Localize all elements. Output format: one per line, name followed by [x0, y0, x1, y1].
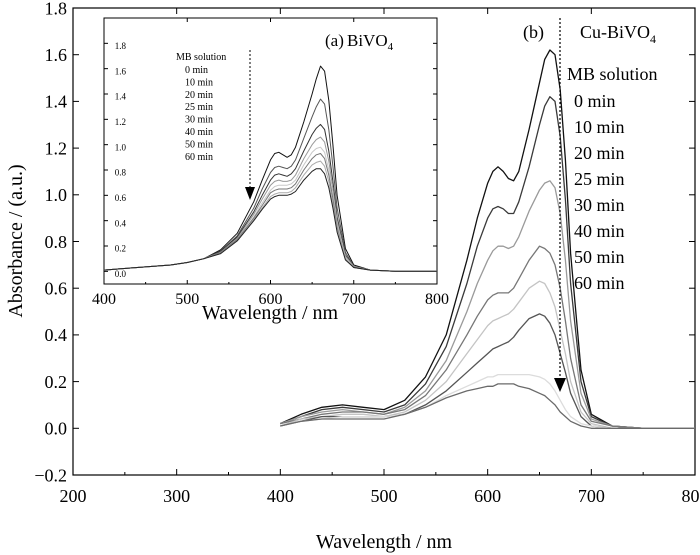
inset-legend-item: 10 min	[185, 77, 213, 88]
main-y-tick-label: −0.2	[34, 465, 67, 485]
main-y-tick-label: 0.8	[45, 232, 68, 252]
main-y-tick-label: 1.8	[45, 0, 68, 18]
main-series-line	[280, 245, 695, 429]
inset-legend-item: 40 min	[185, 127, 213, 138]
inset-y-tick-label: 0.0	[115, 269, 127, 279]
inset-legend-item: 50 min	[185, 139, 213, 150]
main-y-tick-label: 1.2	[45, 138, 68, 158]
inset-y-tick-label: 1.6	[115, 66, 127, 76]
inset-legend-title: MB solution	[176, 52, 226, 63]
main-y-tick-label: 0.6	[45, 279, 68, 299]
main-x-tick-label: 500	[371, 486, 398, 506]
main-series-line	[280, 383, 695, 429]
inset-x-tick-label: 400	[92, 291, 116, 308]
inset-x-axis-label: Wavelength / nm	[202, 302, 339, 324]
main-y-tick-label: 0.0	[45, 419, 68, 439]
main-panel-label: (b)	[523, 22, 544, 43]
main-series-line	[280, 313, 695, 429]
inset-y-tick-label: 1.4	[115, 92, 127, 102]
inset-series-line	[103, 168, 437, 272]
inset-y-tick-label: 0.6	[115, 193, 127, 203]
inset-series-lines	[103, 65, 437, 272]
main-legend-item: 10 min	[574, 117, 625, 137]
inset-y-tick-label: 1.2	[115, 117, 126, 127]
main-x-tick-label: 700	[578, 486, 605, 506]
inset-title: BiVO4	[347, 31, 394, 53]
inset-y-tick-label: 0.4	[115, 218, 127, 228]
main-series-lines	[280, 49, 695, 429]
main-series-line	[280, 49, 695, 429]
main-x-axis-label: Wavelength / nm	[316, 531, 453, 553]
main-x-tick-label: 600	[474, 486, 501, 506]
main-legend-item: 0 min	[574, 91, 616, 111]
main-y-tick-label: 1.0	[45, 185, 68, 205]
inset-y-tick-label: 1.0	[115, 142, 127, 152]
main-y-tick-label: 0.2	[45, 372, 68, 392]
inset-legend-item: 0 min	[185, 65, 208, 76]
main-series-line	[280, 373, 695, 429]
main-x-tick-label: 200	[60, 486, 87, 506]
main-y-tick-label: 1.4	[45, 92, 68, 112]
main-legend-item: 25 min	[574, 169, 625, 189]
inset-legend-item: 60 min	[185, 152, 213, 163]
main-legend-item: 40 min	[574, 221, 625, 241]
inset-y-tick-label: 1.8	[115, 41, 127, 51]
inset-frame	[103, 17, 438, 285]
main-legend-item: 30 min	[574, 195, 625, 215]
inset-axis-ticks: 400 500 600 700 800 0.0 0.2 0.4 0.6 0.8 1.0 1.2 1.4 1…	[92, 18, 449, 308]
main-y-axis-label: Absorbance / (a.u.)	[5, 164, 27, 317]
main-legend-item: 50 min	[574, 247, 625, 267]
inset-x-tick-label: 500	[175, 291, 199, 308]
inset-legend-item: 20 min	[185, 90, 213, 101]
inset-legend-item: 30 min	[185, 115, 213, 126]
inset-y-tick-label: 0.2	[115, 244, 126, 254]
main-series-line	[280, 96, 695, 429]
inset-x-tick-label: 600	[259, 291, 283, 308]
main-y-tick-label: 0.4	[45, 325, 68, 345]
inset-x-tick-label: 700	[342, 291, 366, 308]
inset-x-tick-label: 800	[425, 291, 449, 308]
inset-y-tick-label: 0.8	[115, 168, 127, 178]
inset-legend-item: 25 min	[185, 102, 213, 113]
main-arrow-head	[554, 378, 566, 392]
main-x-tick-label: 300	[163, 486, 190, 506]
main-axis-ticks: 200 300 400 500 600 700 800 −0.2 0.0 0.2 0.4 0.6 0.8…	[34, 0, 700, 506]
main-legend-item: 20 min	[574, 143, 625, 163]
main-legend: 0 min 10 min 20 min 25 min 30 min 40 min 50 mi…	[574, 91, 625, 293]
main-x-tick-label: 400	[267, 486, 294, 506]
main-x-tick-label: 800	[682, 486, 700, 506]
inset-panel-label: (a)	[325, 31, 344, 50]
main-legend-item: 60 min	[574, 273, 625, 293]
main-legend-title: MB solution	[567, 64, 658, 84]
inset-arrow-head	[245, 187, 255, 200]
main-title: Cu-BiVO4	[580, 22, 656, 46]
main-y-tick-label: 1.6	[45, 45, 68, 65]
